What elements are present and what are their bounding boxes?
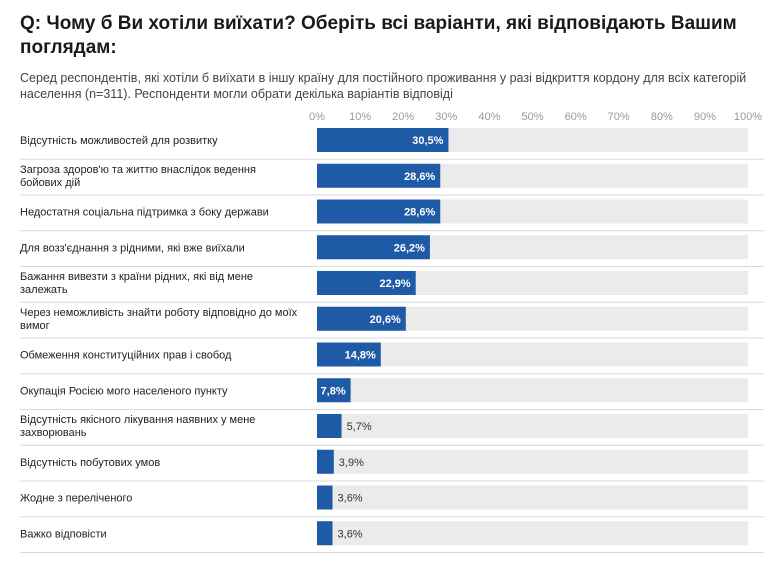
bar-track — [317, 414, 748, 438]
bar-track — [317, 521, 748, 546]
value-label: 20,6% — [370, 314, 401, 326]
x-tick-label: 30% — [435, 111, 457, 123]
x-tick-label: 80% — [651, 111, 673, 123]
category-label: Жодне з переліченого — [20, 493, 132, 505]
category-label: Недостатня соціальна підтримка з боку де… — [20, 207, 269, 219]
category-label-line: Бажання вивезти з країни рідних, які від… — [20, 271, 253, 283]
x-tick-label: 90% — [694, 111, 716, 123]
value-label: 28,6% — [404, 207, 435, 219]
value-label: 7,8% — [321, 385, 346, 397]
value-label: 22,9% — [379, 278, 410, 290]
value-label: 3,6% — [338, 493, 363, 505]
x-tick-label: 0% — [309, 111, 325, 123]
category-label-line: вимог — [20, 320, 50, 332]
value-label: 14,8% — [345, 350, 376, 362]
x-tick-label: 60% — [565, 111, 587, 123]
bar[interactable] — [317, 271, 416, 295]
bar[interactable] — [317, 449, 334, 474]
chart-title: Q: Чому б Ви хотіли виїхати? Оберіть всі… — [20, 13, 737, 58]
category-label: Відсутність можливостей для розвитку — [20, 135, 218, 147]
chart-subtitle: Серед респондентів, які хотіли б виїхати… — [20, 71, 747, 101]
category-label: Обмеження конституційних прав і свобод — [20, 350, 232, 362]
category-label: Окупація Росією мого населеного пункту — [20, 385, 228, 397]
category-label: Через неможливість знайти роботу відпові… — [20, 307, 298, 332]
bar[interactable] — [317, 342, 381, 367]
bar[interactable] — [317, 414, 342, 438]
category-label: Важко відповісти — [20, 528, 107, 540]
category-label-line: Через неможливість знайти роботу відпові… — [20, 307, 298, 319]
bar[interactable] — [317, 199, 441, 224]
value-label: 3,6% — [338, 528, 363, 540]
category-label: Для возз'єднання з рідними, які вже виїх… — [20, 242, 245, 254]
category-label: Загроза здоров'ю та життю внаслідок веде… — [20, 164, 256, 189]
category-label-line: Відсутність якісного лікування наявних у… — [20, 414, 255, 426]
x-tick-label: 100% — [734, 111, 762, 123]
bar-track — [317, 485, 748, 510]
bar[interactable] — [317, 521, 333, 546]
value-label: 30,5% — [412, 135, 443, 147]
category-label-line: бойових дій — [20, 177, 80, 189]
bar[interactable] — [317, 378, 351, 403]
category-label-line: Загроза здоров'ю та життю внаслідок веде… — [20, 164, 256, 176]
x-tick-label: 50% — [521, 111, 543, 123]
bar[interactable] — [317, 485, 333, 510]
bar-track — [317, 449, 748, 474]
category-label: Бажання вивезти з країни рідних, які від… — [20, 271, 253, 296]
value-label: 28,6% — [404, 171, 435, 183]
x-tick-label: 20% — [392, 111, 414, 123]
bar[interactable] — [317, 128, 449, 152]
bar-track — [317, 342, 748, 367]
bar-track — [317, 378, 748, 403]
category-label-line: захворювань — [20, 427, 87, 439]
value-label: 26,2% — [394, 242, 425, 254]
value-label: 5,7% — [347, 421, 372, 433]
category-label-line: залежать — [20, 284, 68, 296]
x-tick-label: 40% — [478, 111, 500, 123]
bar[interactable] — [317, 306, 406, 331]
value-label: 3,9% — [339, 457, 364, 469]
x-tick-label: 10% — [349, 111, 371, 123]
category-label: Відсутність побутових умов — [20, 457, 160, 469]
category-label: Відсутність якісного лікування наявних у… — [20, 414, 255, 439]
bar[interactable] — [317, 235, 430, 260]
bar[interactable] — [317, 163, 441, 188]
x-tick-label: 70% — [608, 111, 630, 123]
